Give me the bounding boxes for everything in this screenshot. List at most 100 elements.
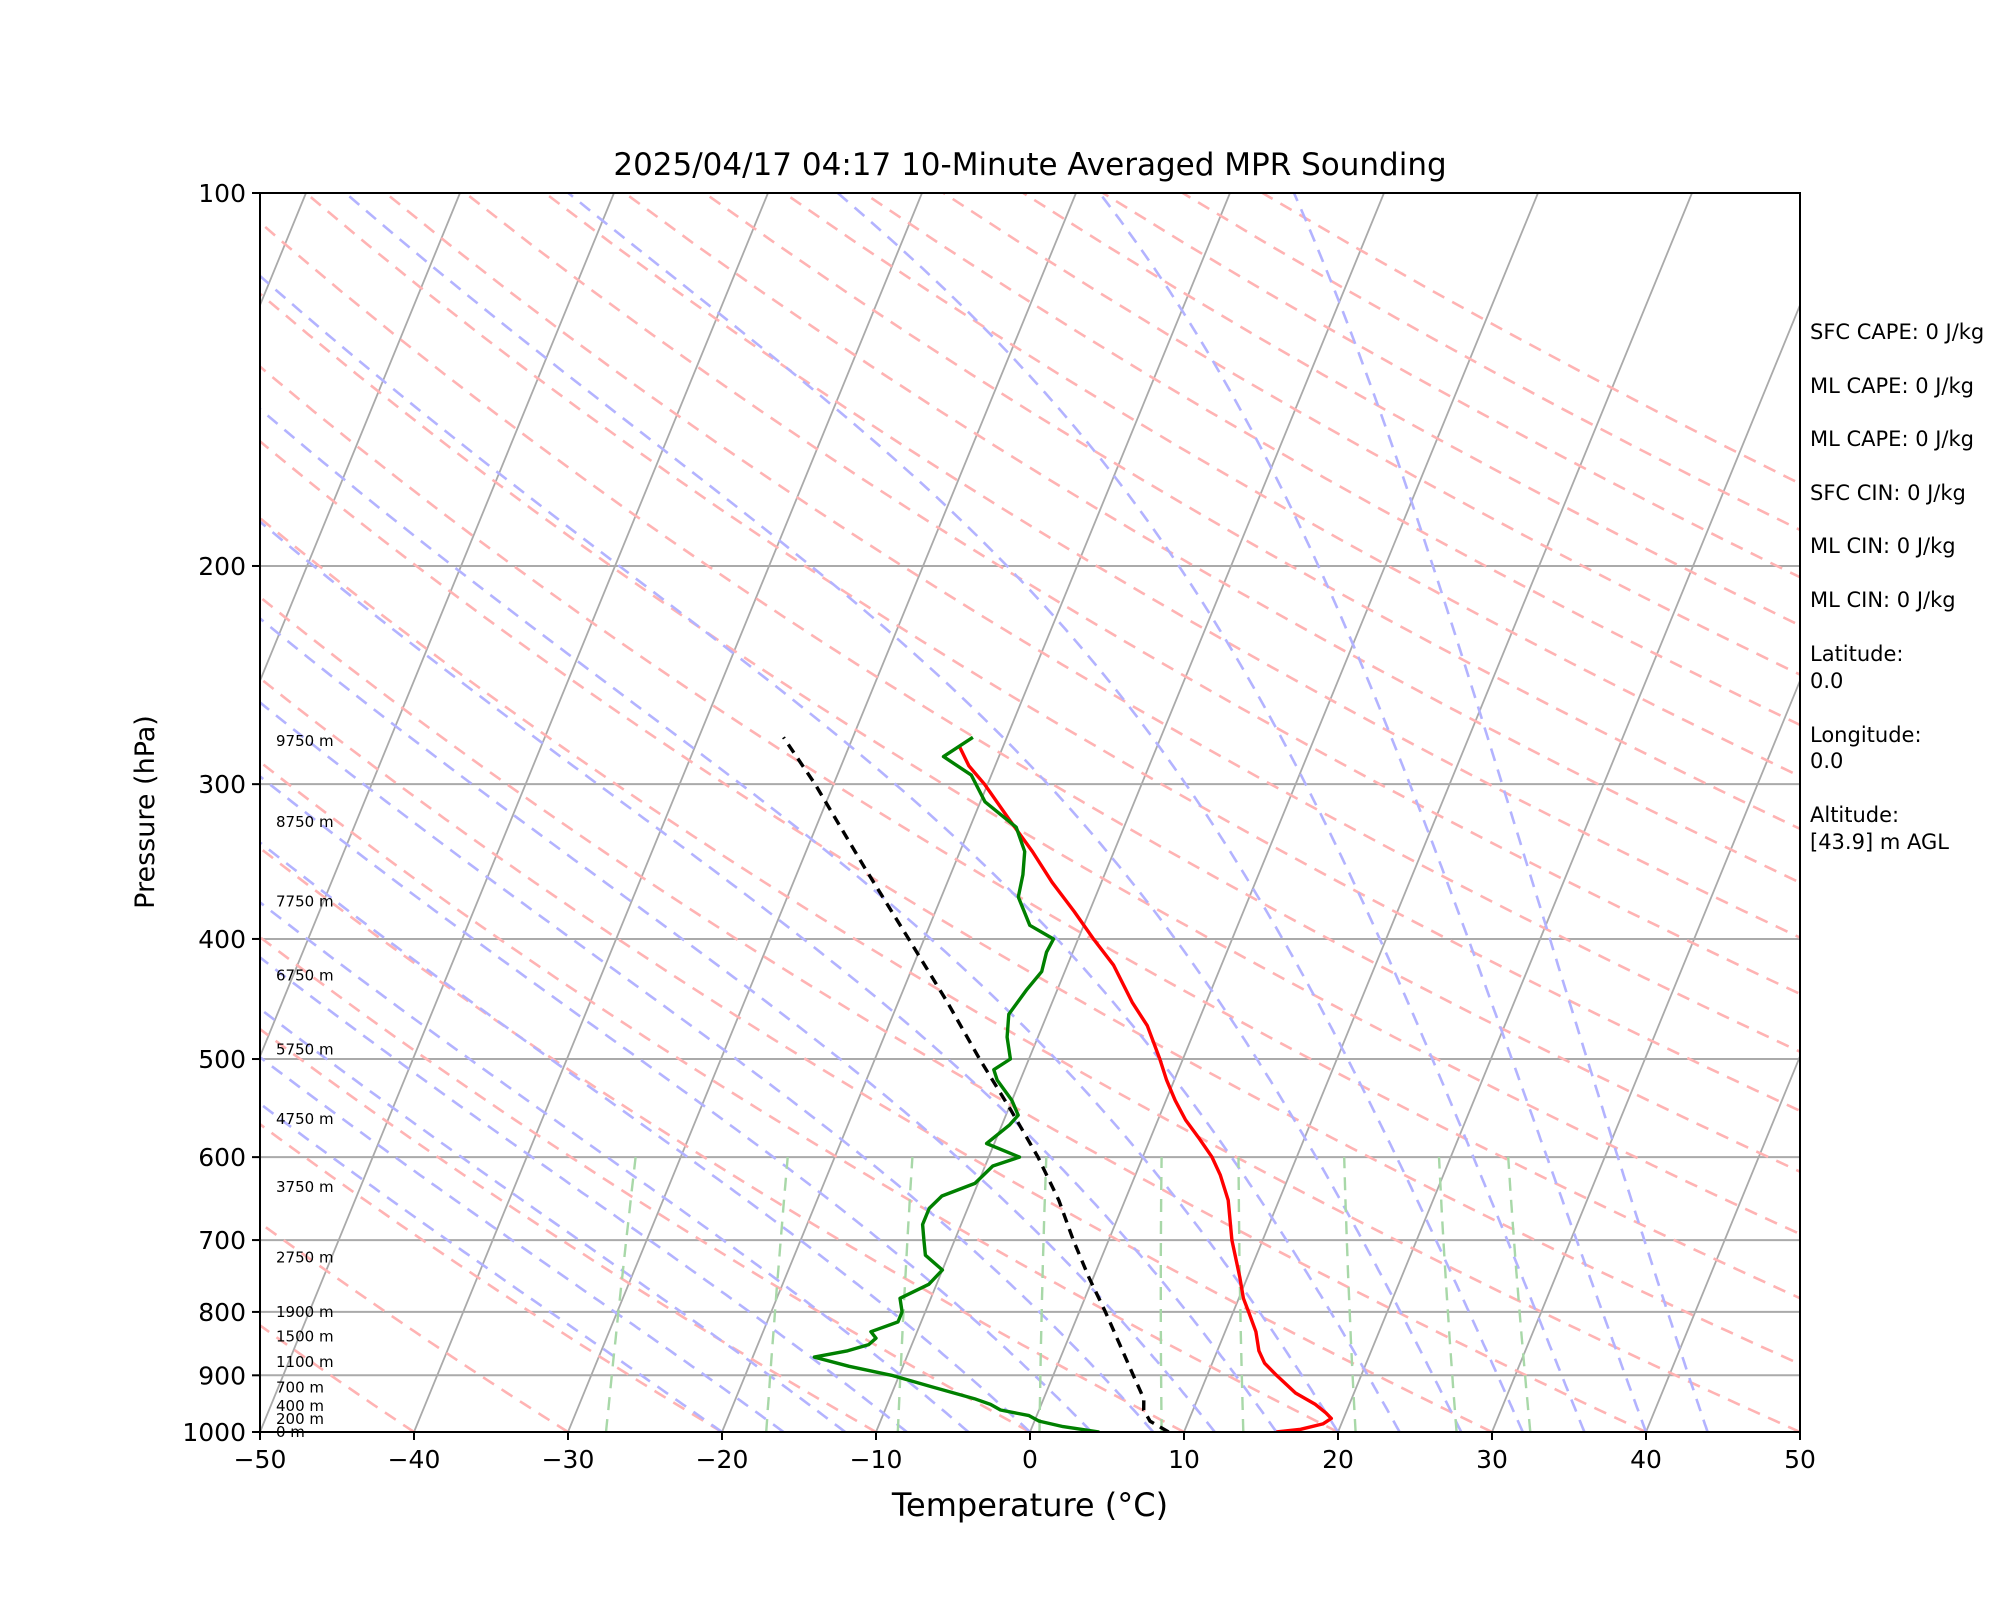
moist-adiabat-line (260, 900, 970, 1432)
y-tick-label: 600 (198, 1143, 246, 1172)
moist-adiabat-line (260, 616, 1216, 1432)
moist-adiabat-line (836, 193, 1586, 1432)
dry-adiabat-line (260, 676, 1493, 1432)
isotherm-line (1337, 302, 1800, 1432)
moist-adiabat-line (1292, 193, 1709, 1432)
x-tick-label: −10 (850, 1445, 903, 1474)
x-axis-ticks: −50 −40 −30 −20 −10 0 10 20 30 40 50 (234, 1432, 1816, 1474)
y-tick-label: 500 (198, 1045, 246, 1074)
altitude-value: [43.9] m AGL (1810, 830, 1949, 854)
mixing-ratio-line (1343, 1157, 1357, 1432)
dry-adiabat-line (464, 193, 1800, 996)
y-tick-label: 200 (198, 552, 246, 581)
y-tick-label: 800 (198, 1298, 246, 1327)
dry-adiabat-line (305, 193, 1800, 1113)
latitude-value: 0.0 (1810, 669, 1844, 693)
isotherm-line (1029, 193, 1539, 1432)
height-label: 6750 m (276, 966, 334, 984)
altitude-label: Altitude: (1810, 803, 1900, 827)
sfc-cin-text: SFC CIN: 0 J/kg (1810, 481, 1966, 505)
height-label: 700 m (276, 1379, 324, 1397)
height-label: 1100 m (276, 1353, 334, 1371)
temperature-line (958, 746, 1333, 1432)
mixing-ratio-line (1159, 1157, 1163, 1432)
y-tick-label: 300 (198, 770, 246, 799)
mixing-ratio-line (1507, 1157, 1532, 1432)
x-tick-label: 20 (1322, 1445, 1354, 1474)
isotherm-line (567, 193, 1077, 1432)
dry-adiabat-line (260, 760, 1339, 1432)
dry-adiabat-line (260, 1221, 569, 1432)
x-tick-label: −20 (696, 1445, 749, 1474)
dry-adiabat-line (863, 193, 1800, 727)
height-label: 8750 m (276, 813, 334, 831)
x-tick-label: 50 (1784, 1445, 1816, 1474)
y-tick-label: 900 (198, 1361, 246, 1390)
dry-adiabat-line (260, 935, 1031, 1432)
parcel-line (782, 736, 1170, 1432)
ml-cape-text: ML CAPE: 0 J/kg (1810, 374, 1975, 398)
y-axis-ticks: 100 200 300 400 500 600 700 800 900 1000 (182, 179, 260, 1447)
dewpoint-line (812, 735, 1100, 1432)
x-tick-label: −40 (388, 1445, 441, 1474)
moist-adiabat-line (344, 193, 1463, 1432)
dry-adiabat-line (260, 516, 1800, 1432)
mixing-ratio-line (1038, 1157, 1048, 1432)
moist-adiabat-line (260, 407, 1340, 1432)
mixing-ratio-line (604, 1156, 637, 1432)
x-tick-label: 40 (1630, 1445, 1662, 1474)
moist-adiabat-line (260, 274, 1401, 1432)
dry-adiabat-line (544, 193, 1800, 940)
moist-adiabat-line (260, 520, 1278, 1432)
isotherm-line (260, 193, 615, 1059)
x-tick-label: 10 (1168, 1445, 1200, 1474)
y-tick-label: 400 (198, 925, 246, 954)
isotherm-line (1645, 1054, 1800, 1432)
x-tick-label: 0 (1022, 1445, 1038, 1474)
dry-adiabat-line (260, 1027, 877, 1432)
y-tick-label: 100 (198, 179, 246, 208)
x-tick-label: 30 (1476, 1445, 1508, 1474)
dry-adiabat-line (384, 193, 1800, 1054)
isotherm-line (1491, 678, 1800, 1432)
height-label: 9750 m (276, 732, 334, 750)
mixing-ratio-line (1437, 1157, 1458, 1432)
height-label: 400 m (276, 1397, 324, 1415)
dry-adiabat-line (260, 1122, 723, 1432)
dry-adiabat-line (260, 1323, 415, 1432)
height-label: 3750 m (276, 1178, 334, 1196)
isotherm-line (260, 193, 461, 684)
height-label: 4750 m (276, 1110, 334, 1128)
moist-adiabat-line (1098, 193, 1648, 1432)
dry-adiabat-line (260, 292, 1800, 1236)
sfc-cape-text: SFC CAPE: 0 J/kg (1810, 320, 1985, 344)
background-lines (260, 193, 1800, 1432)
x-tick-label: −50 (234, 1445, 287, 1474)
x-axis-label: Temperature (°C) (891, 1486, 1168, 1524)
isotherm-line (1183, 193, 1693, 1432)
x-tick-label: −30 (542, 1445, 595, 1474)
y-tick-label: 1000 (182, 1418, 246, 1447)
chart-title: 2025/04/17 04:17 10-Minute Averaged MPR … (613, 147, 1446, 183)
moist-adiabat-line (260, 1055, 785, 1432)
height-label: 200 m (276, 1410, 324, 1428)
height-label: 5750 m (276, 1040, 334, 1058)
mixing-ratio-line (1237, 1157, 1245, 1432)
moist-adiabat-line (260, 700, 1155, 1432)
ml-cin-text: ML CIN: 0 J/kg (1810, 534, 1956, 558)
dry-adiabat-line (260, 439, 1800, 1366)
ml-cin-text-2: ML CIN: 0 J/kg (1810, 588, 1956, 612)
isotherm-line (413, 193, 923, 1432)
isotherm-line (721, 193, 1231, 1432)
dry-adiabat-line (260, 364, 1800, 1300)
y-axis-label: Pressure (hPa) (130, 715, 161, 909)
longitude-value: 0.0 (1810, 749, 1844, 773)
latitude-label: Latitude: (1810, 642, 1904, 666)
moist-adiabat-line (260, 955, 908, 1432)
height-label: 7750 m (276, 892, 334, 910)
height-label: 1900 m (276, 1303, 334, 1321)
isotherm-line (875, 193, 1385, 1432)
moist-adiabat-line (260, 1007, 846, 1432)
